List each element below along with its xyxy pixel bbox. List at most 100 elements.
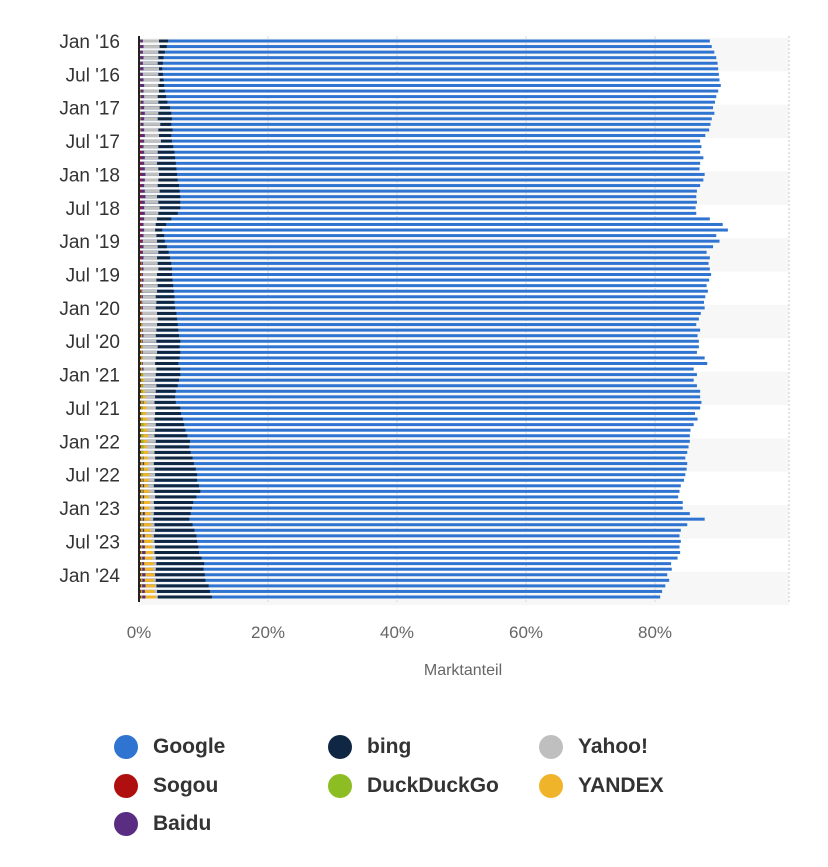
bar-yahoo-9 [139, 89, 159, 93]
bar-yahoo-22 [139, 161, 158, 165]
legend-item-google[interactable]: Google [114, 733, 225, 761]
bar-google-84 [139, 506, 683, 510]
bar-yandex-93 [139, 556, 153, 560]
legend-dot-icon [328, 735, 352, 759]
band [139, 371, 789, 405]
band [139, 38, 789, 72]
bar-bing-100 [139, 595, 212, 599]
bar-duckduckgo-69 [139, 423, 144, 427]
bar-google-97 [139, 578, 670, 582]
bar-google-50 [139, 317, 699, 321]
bar-google-12 [139, 106, 714, 110]
bar-google-77 [139, 467, 687, 471]
bar-google-1 [139, 45, 712, 49]
bar-yahoo-25 [139, 178, 159, 182]
bar-baidu-10 [139, 95, 145, 99]
y-tick-label: Jan '20 [59, 299, 120, 320]
bar-yahoo-48 [139, 306, 156, 310]
bar-google-28 [139, 195, 697, 199]
bar-bing-85 [139, 512, 191, 516]
bar-google-9 [139, 89, 719, 93]
legend-label: Sogou [153, 773, 219, 797]
bar-yahoo-64 [139, 395, 156, 399]
bar-yahoo-72 [139, 439, 156, 443]
bar-google-65 [139, 400, 702, 404]
bar-bing-57 [139, 356, 180, 360]
legend-item-duckduckgo[interactable]: DuckDuckGo [328, 772, 499, 800]
legend-item-yandex[interactable]: YANDEX [539, 772, 664, 800]
legend-dot-icon [114, 773, 138, 798]
bar-yahoo-43 [139, 278, 157, 282]
bar-yahoo-0 [139, 39, 159, 43]
x-tick-label: 60% [509, 623, 543, 642]
bar-bing-87 [139, 523, 193, 527]
bar-bing-91 [139, 545, 199, 549]
bar-google-26 [139, 184, 701, 188]
bar-duckduckgo-71 [139, 434, 144, 438]
y-tick-label: Jan '16 [59, 32, 120, 53]
bar-baidu-39 [139, 256, 144, 260]
bar-google-41 [139, 267, 710, 271]
bar-google-85 [139, 512, 690, 516]
bar-baidu-33 [139, 222, 144, 226]
bar-google-95 [139, 567, 672, 571]
bar-google-57 [139, 356, 705, 360]
y-tick-label: Jan '23 [59, 499, 120, 520]
bar-google-33 [139, 222, 723, 226]
bar-baidu-3 [139, 56, 144, 60]
bar-google-76 [139, 462, 688, 466]
bar-google-25 [139, 178, 704, 182]
bar-baidu-2 [139, 50, 143, 54]
bar-baidu-1 [139, 45, 144, 49]
legend-item-sogou[interactable]: Sogou [114, 772, 218, 800]
bar-google-100 [139, 595, 661, 599]
bar-yahoo-4 [139, 61, 158, 65]
bar-google-16 [139, 128, 710, 132]
bar-google-42 [139, 273, 712, 277]
bar-duckduckgo-74 [139, 450, 144, 454]
bar-bing-82 [139, 495, 197, 499]
y-tick-label: Jan '22 [59, 432, 120, 453]
bar-bing-46 [139, 295, 175, 299]
y-tick-label: Jul '16 [66, 65, 120, 86]
bar-yahoo-34 [139, 228, 156, 232]
bar-google-45 [139, 289, 708, 293]
band [139, 505, 789, 539]
bar-yahoo-63 [139, 389, 156, 393]
bar-google-56 [139, 350, 697, 354]
x-tick-label: 20% [251, 623, 285, 642]
bar-yahoo-57 [139, 356, 156, 360]
legend-item-bing[interactable]: bing [328, 733, 411, 761]
y-tick-label: Jul '23 [66, 532, 120, 553]
bar-google-3 [139, 56, 717, 60]
legend-label: YANDEX [578, 773, 664, 797]
bar-google-92 [139, 551, 681, 555]
bar-google-44 [139, 284, 707, 288]
bar-baidu-16 [139, 128, 145, 132]
bar-google-79 [139, 478, 685, 482]
bar-yahoo-7 [139, 78, 160, 82]
bar-bing-26 [139, 184, 179, 188]
legend-item-baidu[interactable]: Baidu [114, 810, 211, 838]
bar-bing-83 [139, 500, 194, 504]
bar-google-99 [139, 589, 663, 593]
bar-yahoo-10 [139, 95, 158, 99]
bar-yandex-79 [139, 478, 149, 482]
bar-baidu-11 [139, 100, 144, 104]
bar-baidu-35 [139, 234, 144, 238]
legend-dot-icon [539, 735, 563, 759]
bar-google-73 [139, 445, 689, 449]
bar-yahoo-6 [139, 72, 159, 76]
bar-google-34 [139, 228, 728, 232]
bar-bing-86 [139, 517, 190, 521]
bar-yandex-90 [139, 539, 153, 543]
bar-yahoo-51 [139, 323, 158, 327]
bar-yahoo-38 [139, 250, 159, 254]
legend-dot-icon [114, 812, 138, 836]
bar-baidu-26 [139, 184, 145, 188]
y-axis-labels: Jan '16 Jul '16 Jan '17 Jul '17 Jan '18 Jul '… [59, 32, 120, 587]
bar-google-53 [139, 334, 698, 338]
legend-item-yahoo[interactable]: Yahoo! [539, 733, 648, 761]
bar-bing-71 [139, 434, 188, 438]
bar-baidu-23 [139, 167, 145, 171]
